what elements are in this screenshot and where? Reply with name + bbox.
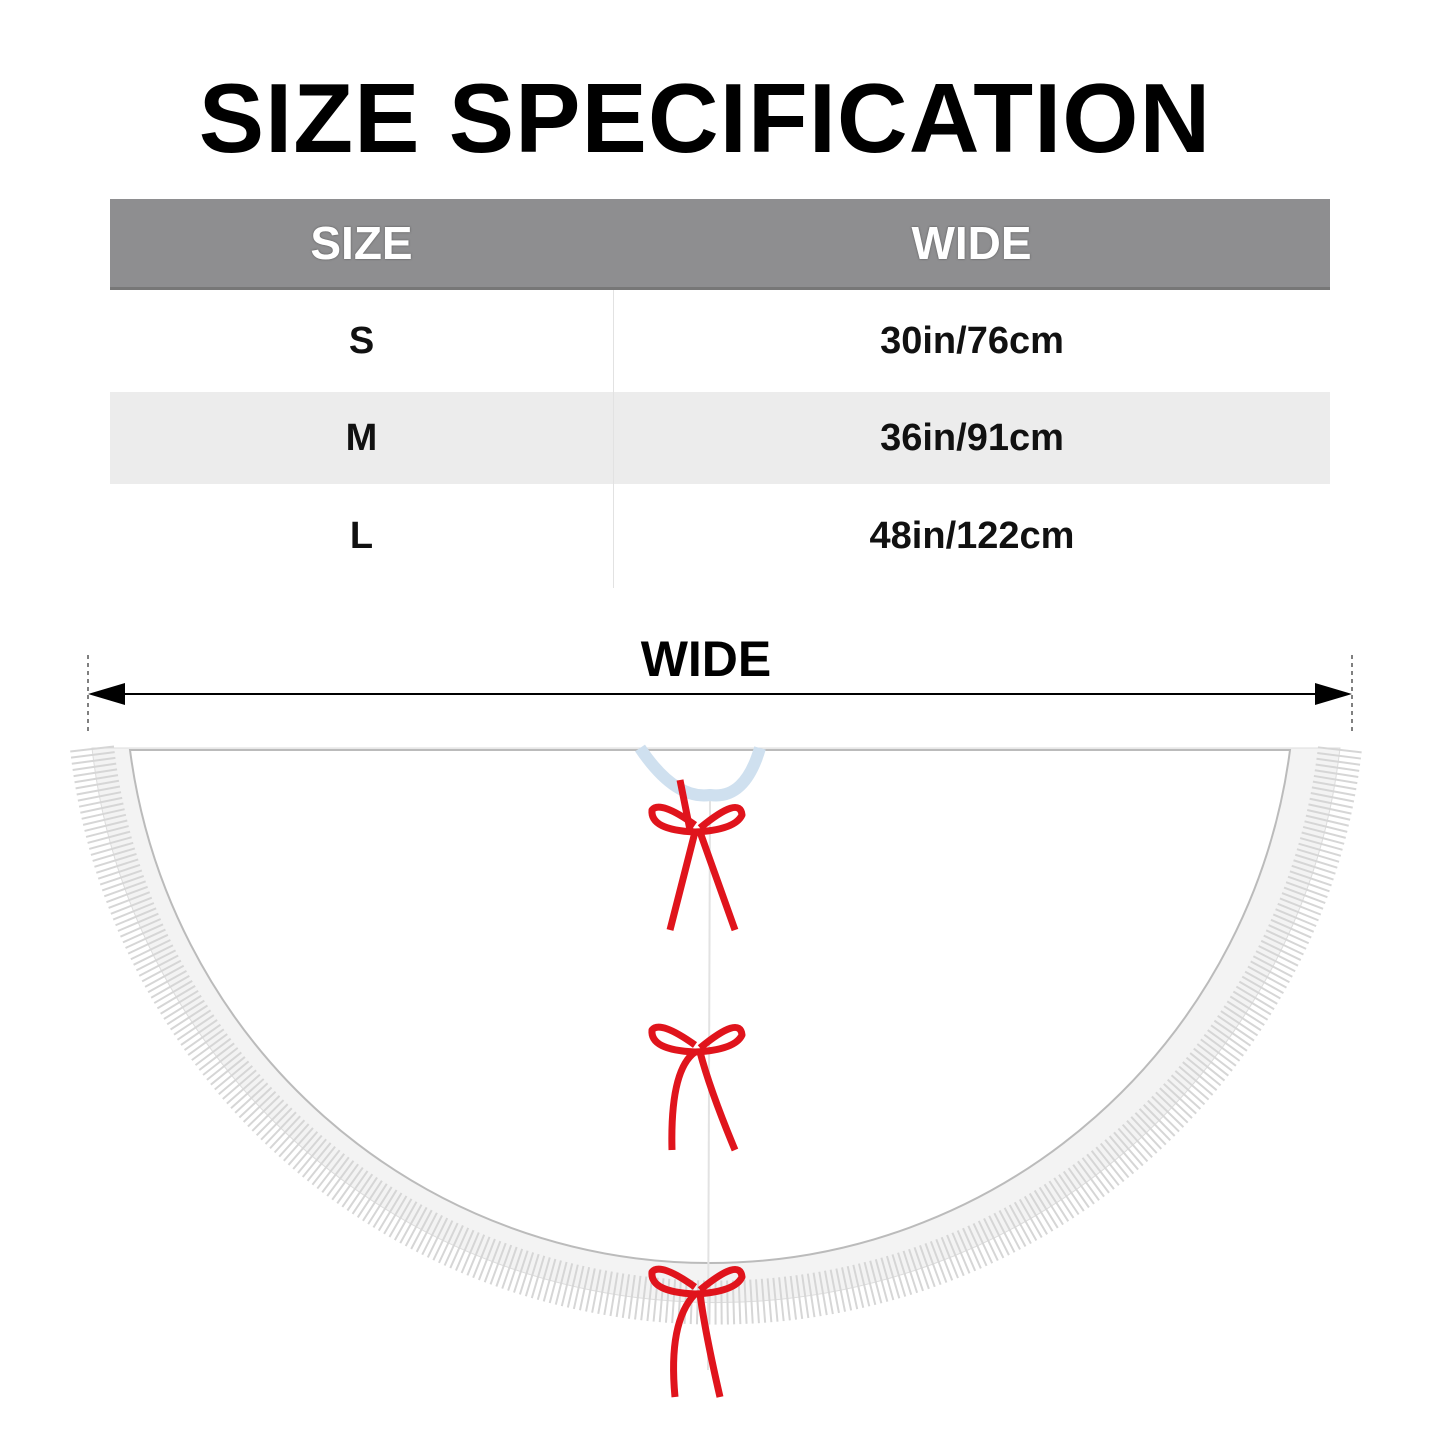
tree-skirt bbox=[70, 744, 1362, 1371]
ribbon-bow bbox=[648, 779, 746, 932]
page-title: SIZE SPECIFICATION bbox=[198, 63, 1212, 173]
cell-wide: 30in/76cm bbox=[880, 319, 1064, 362]
cell-size: L bbox=[110, 484, 614, 588]
cell-size: M bbox=[110, 392, 614, 484]
cell-wide: 36in/91cm bbox=[880, 416, 1064, 459]
size-table: SIZE WIDE S 30in/76cm M 36in/91cm L 48in… bbox=[110, 199, 1330, 588]
table-row: S 30in/76cm bbox=[110, 290, 1330, 392]
cell-size: S bbox=[110, 290, 614, 392]
ribbon-bows bbox=[648, 779, 746, 1398]
header-wide: WIDE bbox=[911, 217, 1032, 269]
table-row: L 48in/122cm bbox=[110, 484, 1330, 588]
dimension-label: WIDE bbox=[640, 631, 772, 687]
ribbon-bow bbox=[648, 1265, 746, 1398]
header-size: SIZE bbox=[310, 217, 413, 269]
dimension-arrow bbox=[87, 655, 1353, 735]
cell-wide: 48in/122cm bbox=[869, 514, 1075, 557]
table-header: SIZE WIDE bbox=[110, 199, 1330, 290]
table-row: M 36in/91cm bbox=[110, 392, 1330, 484]
ribbon-bow bbox=[648, 1023, 746, 1152]
